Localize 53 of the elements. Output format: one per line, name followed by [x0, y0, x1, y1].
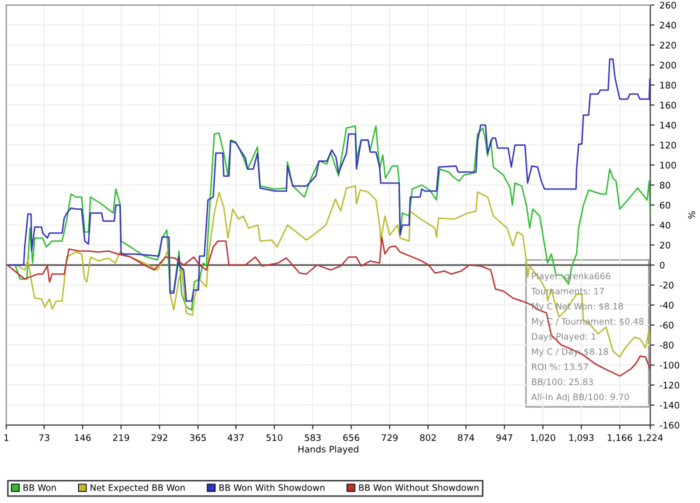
y-tick-label: -120	[660, 382, 680, 389]
x-tick-label: 656	[343, 434, 360, 442]
annotation: All-In Adj BB/100: 9.70	[531, 393, 629, 402]
y-tick-label: 200	[660, 62, 676, 69]
y-tick-label: -60	[660, 322, 674, 329]
x-tick-label: 1,224	[638, 434, 663, 442]
x-tick-label: 73	[39, 434, 50, 442]
y-tick-label: 160	[660, 102, 676, 109]
x-tick-label: 292	[152, 434, 168, 442]
y-tick-label: 0	[660, 262, 664, 269]
x-tick-label: 729	[382, 434, 398, 442]
y-tick-label: 20	[660, 242, 670, 249]
annotation: BB/100: 25.83	[532, 378, 593, 386]
x-tick-label: 219	[113, 434, 130, 442]
y-tick-label: 180	[660, 82, 676, 89]
x-tick-label: 365	[190, 434, 206, 442]
line-series	[6, 58, 650, 302]
annotation: My C / Day: $8.18	[532, 348, 608, 357]
y-tick-label: 140	[660, 122, 676, 129]
y-tick-label: -160	[660, 422, 680, 429]
y-tick-label: 260	[660, 2, 676, 9]
x-tick-label: 947	[496, 434, 512, 442]
y-axis-title: %	[688, 211, 696, 219]
x-tick-label: 1,020	[530, 434, 556, 442]
x-tick-label: 802	[420, 434, 436, 442]
x-tick-label: 1	[4, 434, 8, 441]
x-tick-label: 1,166	[608, 434, 632, 442]
legend-label: BB Won Without Showdown	[359, 484, 478, 491]
y-tick-label: 40	[660, 222, 670, 229]
line-series	[6, 236, 650, 377]
y-tick-label: 60	[660, 202, 670, 209]
legend-label: BB Won With Showdown	[220, 484, 324, 491]
legend-label: BB Won	[24, 484, 56, 491]
x-axis-title: Hands Played	[298, 446, 358, 454]
y-tick-label: 80	[660, 182, 670, 189]
y-tick-label: -40	[660, 302, 674, 309]
x-tick-label: 510	[266, 434, 282, 442]
x-tick-label: 1,093	[569, 434, 594, 442]
y-tick-label: 220	[660, 42, 676, 49]
annotation: ROI %: 13.57	[532, 363, 588, 370]
x-tick-label: 874	[458, 434, 474, 442]
x-tick-label: 146	[75, 434, 91, 442]
legend-label: Net Expected BB Won	[90, 484, 185, 493]
y-tick-label: 120	[660, 142, 676, 149]
y-tick-label: 100	[660, 162, 676, 169]
y-tick-label: -20	[660, 282, 674, 289]
annotation: Days Played: 1	[532, 333, 596, 342]
x-tick-label: 437	[228, 434, 244, 442]
x-tick-label: 583	[304, 434, 321, 442]
y-tick-label: 240	[660, 22, 676, 29]
y-tick-label: -80	[660, 342, 674, 349]
y-tick-label: -140	[660, 402, 680, 409]
y-tick-label: -100	[660, 362, 680, 369]
